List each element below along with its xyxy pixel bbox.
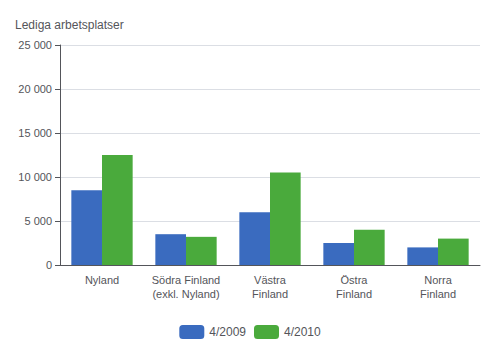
svg-text:0: 0 <box>46 259 52 271</box>
svg-text:4/2010: 4/2010 <box>284 325 321 339</box>
svg-text:10 000: 10 000 <box>18 171 52 183</box>
svg-text:20 000: 20 000 <box>18 83 52 95</box>
svg-text:Finland: Finland <box>420 288 456 300</box>
svg-text:Finland: Finland <box>336 288 372 300</box>
svg-text:Östra: Östra <box>341 274 369 286</box>
svg-text:5 000: 5 000 <box>24 215 52 227</box>
svg-text:Lediga arbetsplatser: Lediga arbetsplatser <box>15 18 124 32</box>
svg-text:Finland: Finland <box>252 288 288 300</box>
svg-text:Västra: Västra <box>254 274 287 286</box>
svg-text:Nyland: Nyland <box>85 274 119 286</box>
svg-text:Södra Finland: Södra Finland <box>152 274 221 286</box>
svg-text:25 000: 25 000 <box>18 39 52 51</box>
svg-text:(exkl. Nyland): (exkl. Nyland) <box>152 288 219 300</box>
svg-text:4/2009: 4/2009 <box>209 325 246 339</box>
svg-text:15 000: 15 000 <box>18 127 52 139</box>
svg-text:Norra: Norra <box>424 274 452 286</box>
